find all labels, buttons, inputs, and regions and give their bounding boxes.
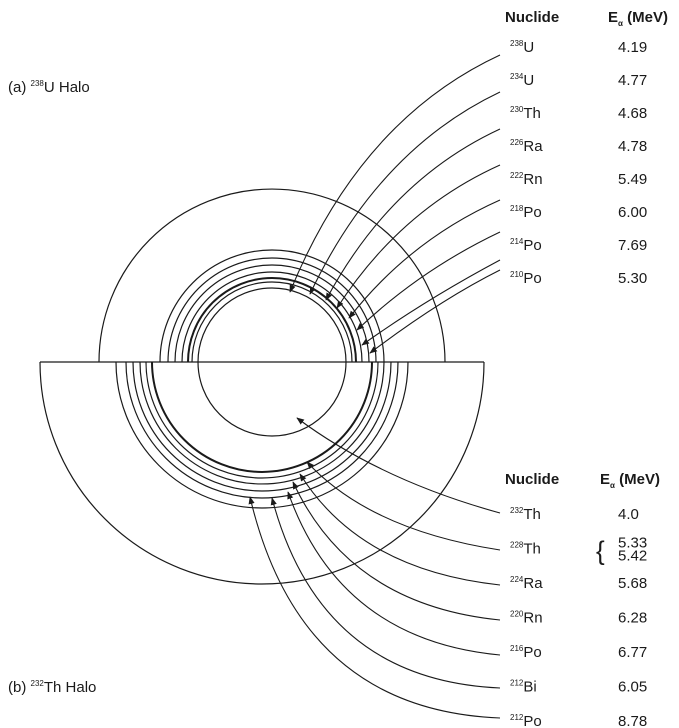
u238-ring-outer: [98, 188, 446, 363]
arrow-u238: [289, 54, 501, 293]
arrow-th228: [306, 461, 501, 551]
arrow-th230: [325, 128, 501, 301]
energy-value: 6.05: [618, 679, 647, 696]
energy-value: 4.0: [618, 506, 639, 523]
arrow-po216: [287, 491, 501, 656]
energy-value: 7.69: [618, 237, 647, 254]
nuclide-label: 212Po: [510, 713, 542, 728]
energy-value: 4.78: [618, 138, 647, 155]
nuclide-label: 218Po: [510, 204, 542, 221]
th232-ring-5: [125, 361, 399, 499]
arrow-bi212: [270, 497, 501, 689]
nuclide-label: 220Rn: [510, 610, 543, 627]
nuclide-label: 228Th: [510, 541, 541, 558]
arrow-po218: [356, 231, 501, 331]
energy-value: 5.33: [618, 535, 647, 552]
arrow-ra224: [299, 473, 501, 586]
halo-a-header-energy: Eα (MeV): [608, 9, 668, 28]
arrow-po212: [248, 496, 501, 719]
u238-ring-7: [159, 249, 385, 363]
nuclide-label: 222Rn: [510, 171, 543, 188]
th232-ring-3: [139, 361, 385, 485]
energy-value: 6.28: [618, 610, 647, 627]
u238-arrows: [289, 54, 501, 354]
energy-value: 6.00: [618, 204, 647, 221]
nuclide-label: 212Bi: [510, 679, 537, 696]
u238-ring-6: [167, 257, 377, 363]
halo-b-nuclide-table: 232Th 4.0 228Th {5.335.42 224Ra 5.68 220Rn 6.28…: [510, 506, 647, 728]
arrow-rn222: [348, 199, 501, 319]
nuclide-label: 234U: [510, 72, 534, 89]
halo-a-nuclide-table: 238U 4.19 234U 4.77 230Th 4.68 226Ra 4.78 222Rn 5…: [510, 39, 647, 287]
halo-b-header-nuclide: Nuclide: [505, 471, 559, 488]
halo-b-title: (b) 232Th Halo: [8, 679, 96, 696]
u238-halo-rings: [98, 188, 446, 363]
th232-ring-inner: [197, 361, 347, 437]
energy-value: 5.49: [618, 171, 647, 188]
u238-ring-2: [191, 281, 353, 363]
halo-b-header-energy: Eα (MeV): [600, 471, 660, 490]
arrow-th232: [296, 417, 501, 514]
th232-ring-1: [151, 361, 373, 473]
th232-ring-outer: [39, 361, 485, 585]
nuclide-label: 230Th: [510, 105, 541, 122]
energy-value: 4.19: [618, 39, 647, 56]
energy-value: 8.78: [618, 713, 647, 728]
halo-a-header-nuclide: Nuclide: [505, 9, 559, 26]
energy-value: 4.77: [618, 72, 647, 89]
arrow-u234: [309, 91, 501, 295]
nuclide-label: 216Po: [510, 644, 542, 661]
u238-ring-inner: [197, 287, 347, 363]
nuclide-label: 224Ra: [510, 575, 543, 592]
nuclide-label: 214Po: [510, 237, 542, 254]
nuclide-label: 226Ra: [510, 138, 543, 155]
arrow-po214: [361, 259, 501, 346]
u238-ring-3: [187, 277, 357, 363]
energy-value: 5.30: [618, 270, 647, 287]
halo-a-title: (a) 238U Halo: [8, 79, 90, 96]
nuclide-label: 238U: [510, 39, 534, 56]
energy-value: 6.77: [618, 644, 647, 661]
u238-ring-5: [174, 264, 370, 363]
energy-brace: {: [596, 536, 605, 566]
th232-ring-6: [115, 361, 409, 509]
arrow-po210: [369, 269, 501, 354]
nuclide-label: 210Po: [510, 270, 542, 287]
th232-ring-4: [132, 361, 392, 492]
th232-ring-2: [145, 361, 379, 479]
energy-value: 5.68: [618, 575, 647, 592]
th232-halo-rings: [39, 361, 485, 585]
th232-arrows: [248, 417, 501, 719]
u238-ring-4: [181, 271, 363, 363]
nuclide-label: 232Th: [510, 506, 541, 523]
arrow-ra226: [336, 164, 501, 309]
arrow-rn220: [292, 481, 501, 621]
energy-value: 4.68: [618, 105, 647, 122]
energy-value-2: 5.42: [618, 548, 647, 565]
